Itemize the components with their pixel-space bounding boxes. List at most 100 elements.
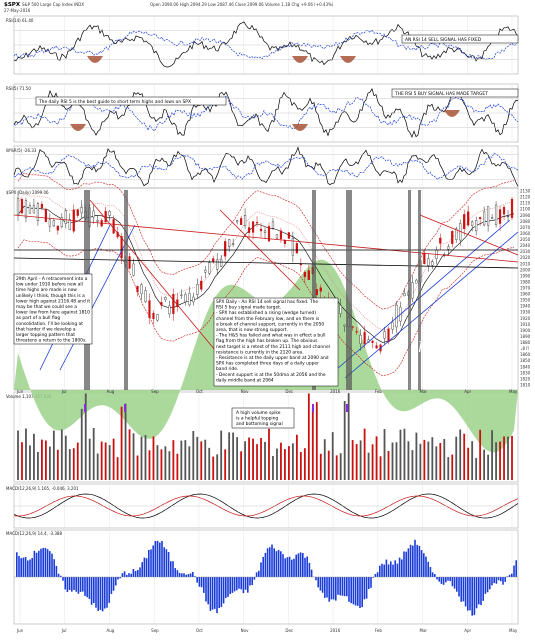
note-line: - Resistance is at the daily upper band … [216,355,329,361]
month-label: Feb [375,389,383,394]
month-label: Apr [464,628,471,633]
candle-body [164,297,167,301]
candle-body [283,240,287,244]
volume-bar [72,448,75,480]
candle-body [48,219,51,227]
candle-body [243,215,247,227]
price-tick: 1850 [520,358,531,363]
histogram-bar [71,577,73,592]
histogram-bar [405,551,407,577]
volume-bar [196,436,199,480]
histogram-bar [328,577,330,602]
rsi5-guide-text: The daily RSI 5 is the best guide to sho… [38,99,191,105]
histogram-bar [330,577,333,600]
candle-body [255,221,259,224]
histogram-bar [493,577,495,584]
price-tick: 2030 [520,249,531,254]
price-tick: 2060 [520,231,531,236]
label-wpr: W%R(5) -26.33 [6,148,37,153]
histogram-bar [31,557,33,577]
volume-spike-highlight [346,190,352,390]
histogram-bar [288,556,291,577]
histogram-bar [159,542,161,577]
note-line: area, that is now strong support. [216,327,288,333]
volume-bar [343,401,346,480]
volume-bar [80,408,83,480]
histogram-bar [473,577,476,616]
candle-body [259,228,263,232]
trend-line [13,257,519,269]
volume-bar [299,452,302,480]
histogram-bar [451,577,454,587]
price-tick: 2000 [520,267,531,272]
histogram-bar [258,570,260,577]
candle-body [479,217,482,219]
histogram-bar [247,577,249,593]
volume-bar [25,428,27,480]
note-line: 29th April - A retracement into a [16,276,88,282]
histogram-bar [33,550,36,577]
note-line: and bottoming signal [236,421,283,427]
histogram-bar [101,577,104,612]
histogram-bar [178,572,181,577]
histogram-bar [88,577,91,599]
histogram-bar [20,558,22,577]
volume-bar [487,454,490,480]
rsi14-signal [13,29,519,60]
volume-bar [387,450,390,480]
candle-body [188,293,191,306]
candle-body [240,218,243,225]
volume-bar [491,430,493,480]
volume-bar [427,441,430,480]
candle-body [383,331,386,339]
volume-bar [467,447,470,480]
volume-bar [435,446,438,480]
histogram-bar [108,577,110,603]
price-tick: 2070 [520,225,531,230]
histogram-bar [438,577,440,582]
price-tick: 1880 [520,340,531,345]
volume-bar [64,435,67,480]
volume-bar [220,430,223,480]
volume-bar [132,433,135,480]
histogram-bar [429,567,432,577]
candle-body [355,331,358,333]
histogram-bar [368,577,370,590]
candle-body [184,294,187,303]
watermark: theartofchart.net [412,338,535,356]
histogram-bar [73,577,75,590]
histogram-bar [387,564,390,577]
candle-body [295,243,298,254]
volume-bar [383,429,386,480]
histogram-bar [40,548,42,577]
volume-bar [339,453,342,480]
month-label: Feb [375,628,383,633]
histogram-bar [214,577,216,609]
candle-body [490,217,494,219]
volume-bar [407,441,410,480]
volume-bar [156,445,159,480]
histogram-bar [192,571,194,577]
candle-body [200,280,203,290]
volume-bar [323,439,326,480]
histogram-bar [18,555,20,577]
price-tick: 1950 [520,298,531,303]
volume-bar [355,444,358,480]
volume-bar [172,440,175,480]
volume-bar [511,435,513,480]
candle-body [359,334,362,345]
price-tick: 1940 [520,304,531,309]
volume-bar [148,450,151,480]
note-line: - SPX has established a rising (wedge tu… [216,310,316,316]
histogram-bar [304,557,306,577]
candle-body [510,198,514,218]
histogram-bar [211,577,214,610]
histogram-bar [152,545,154,577]
histogram-bar [478,577,480,605]
trend-line [419,214,519,256]
volume-bar [311,407,314,480]
histogram-bar [242,577,245,594]
volume-bar [140,436,143,480]
price-tick: 2130 [520,189,531,194]
